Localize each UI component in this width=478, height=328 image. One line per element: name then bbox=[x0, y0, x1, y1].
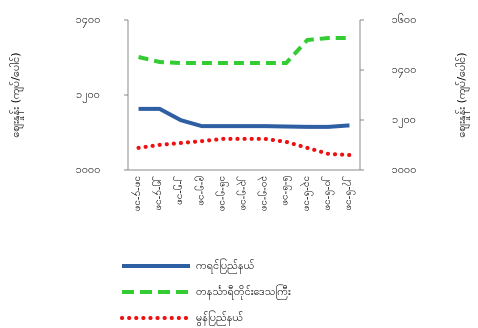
series-line bbox=[136, 136, 352, 157]
x-tick-label: ၂၅-၄-၁၈ bbox=[152, 176, 165, 211]
y-axis-label: ဈေးနှုန်း (ကျပ်/ပေါင်) bbox=[9, 52, 24, 137]
x-tick-label: ၁၃-၆-၁၈ bbox=[299, 176, 314, 211]
y2-tick-label: ၁၄၀၀ bbox=[392, 63, 417, 78]
y-tick-label: ၁၂၀၀ bbox=[76, 88, 100, 103]
y2-tick-label: ၁၆၀၀ bbox=[392, 13, 417, 26]
x-tick-label: ၂-၅-၁၈ bbox=[173, 176, 186, 205]
x-tick-label: ၁၆-၅-၁၈ bbox=[215, 176, 230, 211]
x-tick-label: ၃၀-၅-၁၈ bbox=[257, 176, 270, 211]
y-tick-label: ၁၀၀၀ bbox=[76, 163, 101, 176]
series-line bbox=[138, 106, 350, 129]
x-tick-label: ၂၃-၅-၁၈ bbox=[236, 176, 249, 211]
legend-label: မွန်ပြည်နယ် bbox=[196, 310, 243, 326]
x-tick-label: ၉-၅-၁၈ bbox=[194, 176, 207, 206]
x-tick-label: ၆-၆-၁၈ bbox=[280, 176, 293, 206]
legend-label: ကရင်ပြည်နယ် bbox=[196, 258, 255, 274]
y2-tick-label: ၁၀၀၀ bbox=[392, 163, 417, 176]
y2-tick-label: ၁၂၀၀ bbox=[392, 113, 416, 128]
y2-axis-label: ဈေးနှုန်း (ကျပ်/ပေါင်) bbox=[455, 52, 470, 137]
x-tick-label: ၂၇-၆-၁၈ bbox=[341, 176, 356, 211]
y-tick-label: ၁၄၀၀ bbox=[76, 13, 101, 28]
series-line bbox=[138, 36, 350, 65]
x-tick-label: ၂၀-၆-၁၈ bbox=[320, 176, 335, 211]
x-tick-label: ၁၈-၄-၁၈ bbox=[131, 176, 144, 212]
legend-label: တနင်္သာရီတိုင်းဒေသကြီး bbox=[196, 284, 291, 300]
